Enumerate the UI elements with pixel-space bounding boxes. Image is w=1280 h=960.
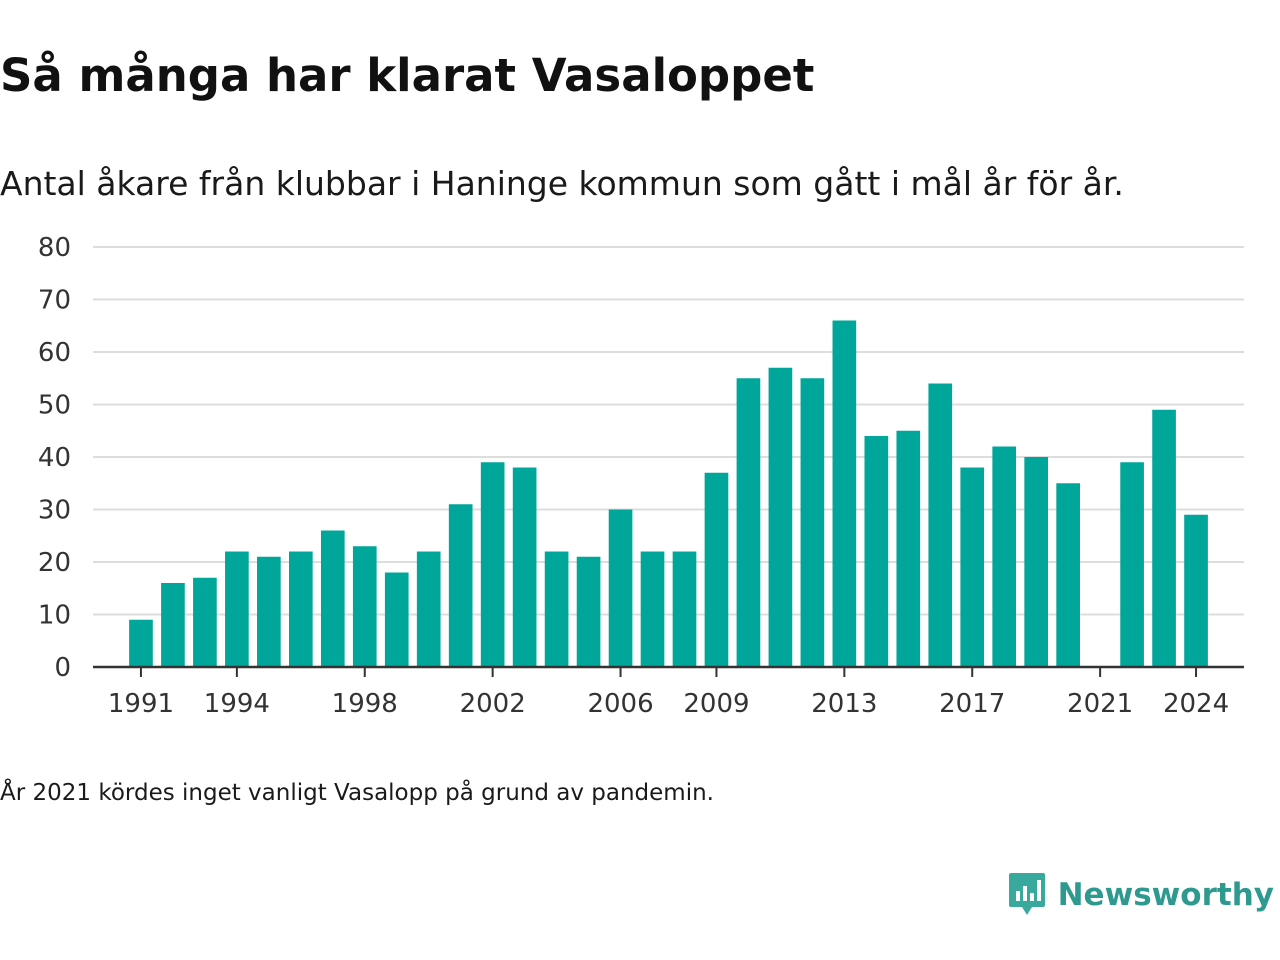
- y-tick-label: 20: [38, 548, 71, 578]
- y-tick-label: 50: [38, 391, 71, 421]
- x-axis: [93, 665, 1244, 677]
- bar-2009: [704, 472, 729, 667]
- bar-2000: [416, 551, 441, 667]
- bar-2008: [672, 551, 697, 667]
- y-tick-label: 30: [38, 496, 71, 526]
- bar-1994: [225, 551, 249, 667]
- y-tick-label: 10: [38, 601, 71, 631]
- grid-lines: [93, 246, 1244, 616]
- bar-2019: [1024, 457, 1049, 667]
- bar-1995: [257, 556, 281, 667]
- bar-2001: [448, 504, 473, 667]
- y-tick-label: 70: [38, 286, 71, 316]
- x-tick-label: 2006: [587, 689, 653, 719]
- bar-2002: [480, 462, 505, 667]
- x-tick-label: 1998: [332, 689, 398, 719]
- bar-2007: [640, 551, 665, 667]
- newsworthy-logo-icon: [1008, 873, 1045, 915]
- bar-2014: [864, 436, 889, 667]
- bar-2003: [512, 467, 537, 667]
- bar-1991: [129, 619, 153, 667]
- x-tick-label: 2024: [1163, 689, 1229, 719]
- chart-title: Så många har klarat Vasaloppet: [0, 49, 815, 102]
- bar-2018: [992, 446, 1017, 667]
- bar-1999: [384, 572, 409, 667]
- bar-2011: [768, 367, 793, 667]
- y-tick-label: 0: [54, 653, 71, 683]
- bar-1998: [352, 546, 377, 667]
- brand-name: Newsworthy: [1057, 877, 1274, 913]
- bar-2016: [928, 383, 953, 667]
- x-tick-label: 2002: [460, 689, 526, 719]
- bar-2015: [896, 430, 921, 667]
- y-tick-label: 80: [38, 233, 71, 263]
- x-tick-label: 1994: [204, 689, 270, 719]
- bar-1997: [320, 530, 345, 667]
- bar-2006: [608, 509, 633, 667]
- x-tick-label: 2017: [939, 689, 1005, 719]
- chart-subtitle: Antal åkare från klubbar i Haninge kommu…: [0, 164, 1124, 203]
- bar-series: [129, 320, 1208, 667]
- bar-2017: [960, 467, 985, 667]
- bar-2024: [1184, 514, 1208, 667]
- x-tick-label: 1991: [108, 689, 174, 719]
- bar-1993: [193, 577, 217, 667]
- footnote: År 2021 kördes inget vanligt Vasalopp på…: [0, 780, 714, 806]
- brand-logo: Newsworthy: [1008, 870, 1274, 920]
- bar-2005: [576, 556, 601, 667]
- x-tick-label: 2009: [683, 689, 749, 719]
- bar-2012: [800, 378, 825, 667]
- bar-2010: [736, 378, 761, 667]
- x-tick-label: 2021: [1067, 689, 1133, 719]
- bar-2013: [832, 320, 857, 667]
- bar-2020: [1056, 483, 1080, 667]
- bar-chart: 0 10 20 30 40 50 60 70 80 1991 1994 1998 2002 2006 20…: [38, 233, 1244, 719]
- x-axis-tick-labels: 1991 1994 1998 2002 2006 2009 2013 2017 2021 2024: [108, 689, 1229, 719]
- bar-1996: [288, 551, 313, 667]
- bar-2023: [1152, 409, 1176, 667]
- y-axis-tick-labels: 0 10 20 30 40 50 60 70 80: [38, 233, 71, 683]
- x-tick-label: 2013: [811, 689, 877, 719]
- bar-1992: [161, 583, 185, 667]
- bar-2004: [544, 551, 569, 667]
- bar-2022: [1120, 462, 1144, 667]
- y-tick-label: 40: [38, 443, 71, 473]
- y-tick-label: 60: [38, 338, 71, 368]
